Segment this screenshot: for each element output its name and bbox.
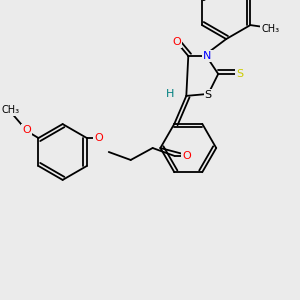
Text: N: N: [203, 51, 212, 61]
Text: CH₃: CH₃: [261, 24, 279, 34]
Text: O: O: [94, 133, 103, 143]
Text: S: S: [237, 69, 244, 79]
Text: S: S: [205, 90, 212, 100]
Text: O: O: [182, 151, 191, 161]
Text: O: O: [172, 37, 181, 47]
Text: O: O: [22, 125, 31, 135]
Text: CH₃: CH₃: [2, 105, 20, 115]
Text: H: H: [166, 89, 175, 99]
